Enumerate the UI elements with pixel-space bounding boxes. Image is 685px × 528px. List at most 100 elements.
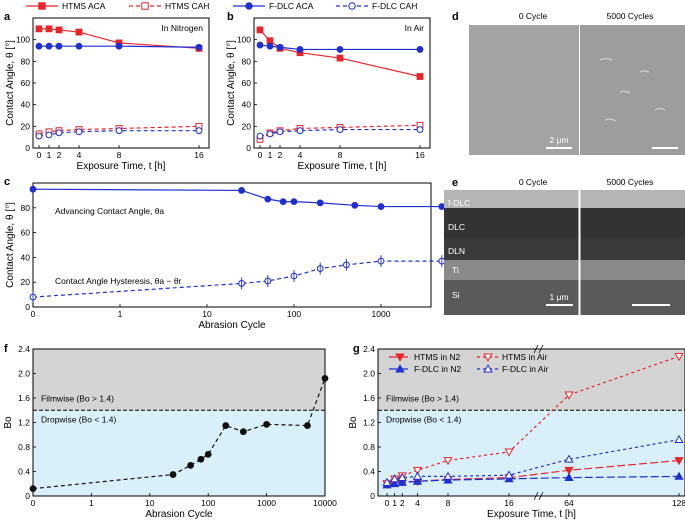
data-point-f-dlc-aca xyxy=(55,42,63,50)
legend-marker xyxy=(483,353,493,362)
data-point-f-dlc-aca xyxy=(75,42,83,50)
x-axis-label: Exposure Time, t [h] xyxy=(298,161,387,172)
legend-label: F-DLC ACA xyxy=(269,1,314,11)
y-axis-label: Contact Angle, θ [°] xyxy=(226,40,237,126)
x-tick-label: 10 xyxy=(145,498,155,508)
data-point-advancing-contact-angle xyxy=(316,199,324,207)
y-tick-label: 0.4 xyxy=(18,467,30,477)
panel-label-c: c xyxy=(4,176,10,188)
y-tick-label: 60 xyxy=(21,228,31,238)
x-tick-label: 16 xyxy=(504,498,514,508)
x-axis-label: Exposure Time, t [h] xyxy=(77,161,166,172)
y-tick-label: 0 xyxy=(25,491,30,501)
x-tick-label: 100 xyxy=(201,498,215,508)
data-point-f-dlc-in-n2 xyxy=(674,471,684,480)
data-point-htms-in-n2 xyxy=(564,466,574,476)
series-line-htms-aca xyxy=(259,29,421,78)
sem-e-layer-dln: DLN xyxy=(448,246,465,256)
axis-break-mark xyxy=(538,491,544,501)
panel-label-d: d xyxy=(452,11,459,23)
data-point-f-dlc-in-air xyxy=(504,470,514,479)
data-point-htms-in-air xyxy=(674,352,684,362)
data-point-bo xyxy=(321,375,329,382)
panel-label-b: b xyxy=(227,11,234,23)
data-point-f-dlc-aca xyxy=(115,42,123,50)
legend-label: F-DLC in Air xyxy=(502,364,548,374)
y-tick-label: 1.6 xyxy=(363,393,375,403)
data-point-bo xyxy=(29,485,37,493)
data-point-f-dlc-aca xyxy=(266,42,274,50)
legend-label: HTMS ACA xyxy=(62,1,106,11)
x-tick-label: 4 xyxy=(77,150,82,160)
data-point-f-dlc-cah xyxy=(55,129,63,137)
data-point-f-dlc-aca xyxy=(45,42,53,50)
sem-d-scale-label: 2 μm xyxy=(549,135,568,145)
data-point-advancing-contact-angle xyxy=(438,203,446,210)
data-point-bo xyxy=(222,422,230,429)
x-tick-label: 1 xyxy=(47,150,52,160)
advancing-label: Advancing Contact Angle, θa xyxy=(55,206,164,216)
legend-marker xyxy=(141,2,149,10)
x-tick-label: 1 xyxy=(268,150,273,160)
data-point-f-dlc-in-air xyxy=(564,454,574,463)
x-tick-label: 128 xyxy=(672,498,685,508)
data-point-bo xyxy=(239,428,247,436)
x-tick-label: 0 xyxy=(37,150,42,160)
x-tick-label: 1000 xyxy=(372,309,391,319)
chart-annotation: In Air xyxy=(405,23,425,33)
legend-label: HTMS CAH xyxy=(165,1,209,11)
legend-marker xyxy=(348,2,356,10)
filmwise-label: Filmwise (Bo > 1.4) xyxy=(386,393,459,403)
series-line-bo xyxy=(32,378,326,490)
data-point-bo xyxy=(204,450,212,458)
panel-label-f: f xyxy=(4,343,8,355)
y-tick-label: 0.8 xyxy=(18,442,30,452)
sem-e-si-layer xyxy=(444,280,685,315)
sem-d-right-title: 5000 Cycles xyxy=(607,11,654,21)
panel-label-a: a xyxy=(4,11,11,23)
data-point-advancing-contact-angle xyxy=(29,185,37,193)
y-tick-label: 80 xyxy=(242,56,252,66)
y-tick-label: 40 xyxy=(21,100,31,110)
x-axis-label: Exposure Time, t [h] xyxy=(487,509,576,520)
data-point-htms-in-air xyxy=(564,391,574,400)
y-tick-label: 2.4 xyxy=(363,344,375,354)
x-tick-label: 8 xyxy=(338,150,343,160)
x-tick-label: 0 xyxy=(31,309,36,319)
data-point-htms-in-n2 xyxy=(674,457,684,466)
sem-d-left-image xyxy=(469,25,579,155)
data-point-f-dlc-cah xyxy=(266,130,274,138)
x-axis-label: Abrasion Cycle xyxy=(198,320,266,331)
x-tick-label: 1000 xyxy=(257,498,276,508)
y-tick-label: 1.2 xyxy=(18,418,30,428)
x-tick-label: 10 xyxy=(202,309,212,319)
data-point-f-dlc-aca xyxy=(336,46,344,53)
y-tick-label: 60 xyxy=(242,78,252,88)
data-point-f-dlc-cah xyxy=(296,127,304,135)
x-tick-label: 1 xyxy=(392,498,397,508)
data-point-advancing-contact-angle xyxy=(264,195,272,203)
panel-label-e: e xyxy=(452,177,458,189)
data-point-advancing-contact-angle xyxy=(351,201,359,209)
x-tick-label: 100 xyxy=(287,309,301,319)
data-point-htms-aca xyxy=(45,25,53,33)
dropwise-label: Dropwise (Bo < 1.4) xyxy=(41,414,117,424)
data-point-f-dlc-aca xyxy=(195,43,203,51)
data-point-bo xyxy=(197,455,205,463)
data-point-bo xyxy=(187,461,195,469)
legend-marker xyxy=(395,353,405,362)
y-tick-label: 2.0 xyxy=(363,369,375,379)
y-tick-label: 100 xyxy=(16,35,30,45)
sem-e-dlc-layer xyxy=(444,208,685,238)
y-tick-label: 2.4 xyxy=(18,344,30,354)
data-point-f-dlc-aca xyxy=(416,46,424,53)
data-point-htms-in-air xyxy=(443,457,453,466)
y-tick-label: 100 xyxy=(237,35,251,45)
x-tick-label: 0 xyxy=(385,498,390,508)
sem-e-layer-dlc: DLC xyxy=(448,222,465,232)
data-point-htms-in-air xyxy=(504,448,514,457)
data-point-htms-aca xyxy=(35,25,43,33)
sem-top-view: 0 Cycle 5000 Cycles 2 μm xyxy=(469,11,685,155)
